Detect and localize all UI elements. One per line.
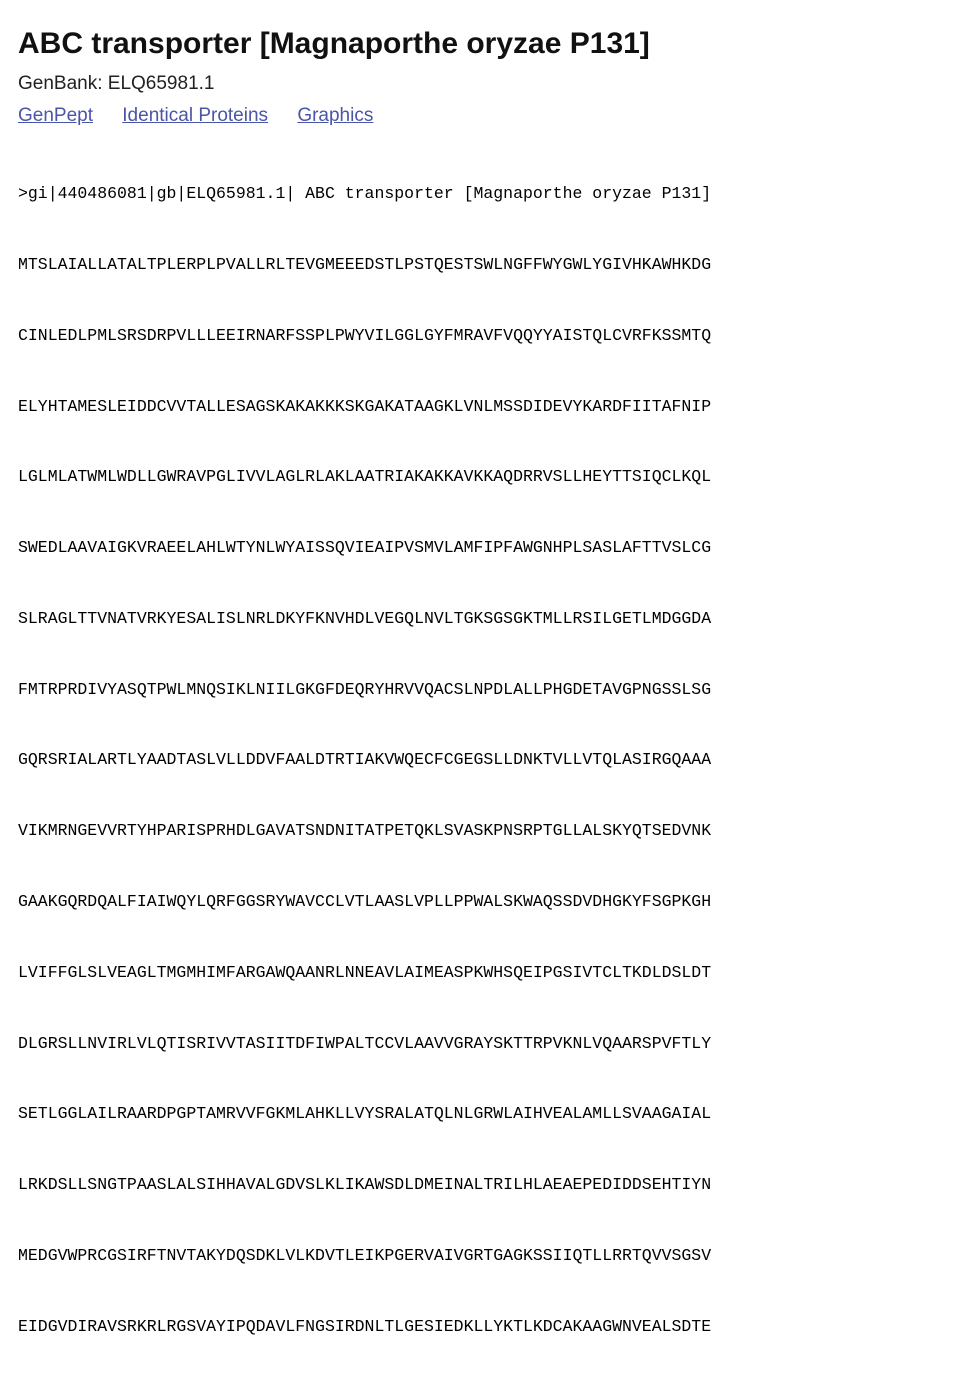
sequence-line: FMTRPRDIVYASQTPWLMNQSIKLNIILGKGFDEQRYHRV… — [18, 679, 712, 699]
record-links: GenPept Identical Proteins Graphics — [18, 104, 958, 128]
sequence-line: TPSQDDAAVTILHIPSTEETSEHSPLLPRHLAGAAPSPVT… — [18, 1385, 958, 1388]
sequence-line: SLRAGLTTVNATVRKYESALISLNRLDKYFKNVHDLVEGQ… — [18, 608, 712, 628]
graphics-link[interactable]: Graphics — [297, 105, 374, 126]
fasta-header: >gi|440486081|gb|ELQ65981.1| ABC transpo… — [18, 184, 712, 204]
sequence-line: LGLMLATWMLWDLLGWRAVPGLIVVLAGLRLAKLAATRIA… — [18, 467, 712, 487]
fasta-sequence: >gi|440486081|gb|ELQ65981.1| ABC transpo… — [18, 135, 958, 1388]
page-title: ABC transporter [Magnaporthe oryzae P131… — [18, 27, 650, 60]
record-page: ABC transporter [Magnaporthe oryzae P131… — [18, 24, 958, 1388]
sequence-line: EIDGVDIRAVSRKRLRGSVAYIPQDAVLFNGSIRDNLTLG… — [18, 1316, 712, 1336]
genpept-link[interactable]: GenPept — [18, 105, 93, 126]
sequence-line: SWEDLAAVAIGKVRAEELAHLWTYNLWYAISSQVIEAIPV… — [18, 538, 712, 558]
sequence-line: LVIFFGLSLVEAGLTMGMHIMFARGAWQAANRLNNEAVLA… — [18, 962, 712, 982]
sequence-line: SETLGGLAILRAARDPGPTAMRVVFGKMLAHKLLVYSRAL… — [18, 1104, 712, 1124]
accession-label: GenBank: ELQ65981.1 — [18, 73, 215, 94]
sequence-line: DLGRSLLNVIRLVLQTISRIVVTASIITDFIWPALTCCVL… — [18, 1033, 712, 1053]
sequence-line: ELYHTAMESLEIDDCVVTALLESAGSKAKAKKKSKGAKAT… — [18, 396, 712, 416]
sequence-line: MEDGVWPRCGSIRFTNVTAKYDQSDKLVLKDVTLEIKPGE… — [18, 1245, 712, 1265]
identical-proteins-link[interactable]: Identical Proteins — [122, 105, 269, 126]
sequence-line: VIKMRNGEVVRTYHPARISPRHDLGAVATSNDNITATPET… — [18, 821, 712, 841]
sequence-line: GAAKGQRDQALFIAIWQYLQRFGGSRYWAVCCLVTLAASL… — [18, 892, 712, 911]
sequence-line: GQRSRIALARTLYAADTASLVLLDDVFAALDTRTIAKVWQ… — [18, 750, 712, 770]
sequence-line: CINLEDLPMLSRSDRPVLLLEEIRNARFSSPLPWYVILGG… — [18, 325, 712, 345]
sequence-line: MTSLAIALLATALTPLERPLPVALLRLTEVGMEEEDSTLP… — [18, 254, 712, 274]
sequence-line: LRKDSLLSNGTPAASLALSIHHAVALGDVSLKLIKAWSDL… — [18, 1175, 712, 1195]
